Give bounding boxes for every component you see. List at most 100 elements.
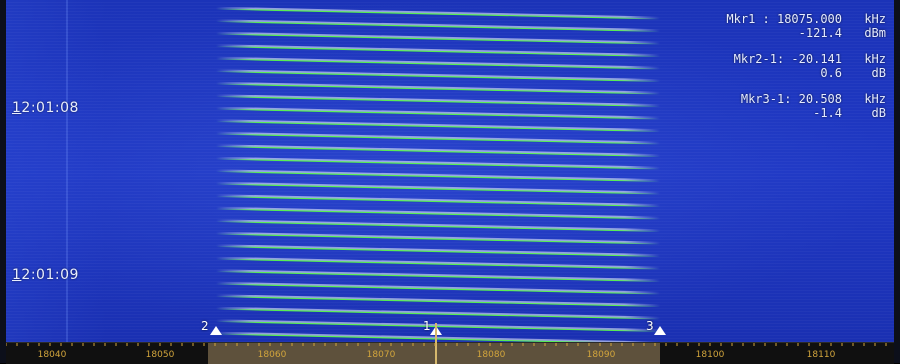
- time-label-1-rest: 2:01:08: [21, 100, 79, 116]
- signal-line-green: [215, 120, 661, 133]
- center-cursor-line[interactable]: [435, 323, 437, 364]
- time-label-1-prefix: 1: [12, 100, 22, 116]
- signal-line-glow: [214, 106, 662, 120]
- axis-ticks: [6, 343, 887, 346]
- signal-line-green: [215, 33, 661, 45]
- noise-band: [6, 0, 106, 342]
- signal-line-glow: [214, 131, 662, 145]
- signal-line-green: [215, 258, 661, 270]
- vertical-reference-line: [66, 0, 68, 342]
- mkr2-sub-value: 0.6: [820, 66, 842, 80]
- signal-line-green: [215, 220, 661, 233]
- signal-line-green: [215, 170, 661, 183]
- signal-line-glow: [214, 31, 662, 45]
- time-label-2: 12:01:09: [12, 267, 79, 283]
- tick-label-18070: 18070: [366, 350, 396, 360]
- signal-line-green: [215, 108, 661, 120]
- signal-line-glow: [214, 306, 662, 320]
- signal-line-green: [215, 133, 661, 145]
- signal-line-green: [215, 8, 661, 20]
- mkr1-sub-row: -121.4 dBm: [722, 26, 886, 40]
- signal-line-green: [215, 233, 661, 245]
- marker-1-label[interactable]: 1: [423, 319, 431, 333]
- mkr2-row: Mkr2-1: -20.141 kHz: [722, 52, 886, 66]
- marker-2-label[interactable]: 2: [201, 319, 209, 333]
- mkr3-sub-row: -1.4 dB: [722, 106, 886, 120]
- signal-line-glow: [214, 181, 662, 195]
- marker-3-triangle[interactable]: [654, 326, 666, 335]
- signal-line-green: [215, 83, 661, 95]
- signal-line-green: [215, 283, 661, 295]
- signal-line-green: [215, 58, 661, 70]
- tick-label-18060: 18060: [257, 350, 287, 360]
- time-label-1: 12:01:08: [12, 100, 79, 116]
- signal-line-glow: [214, 319, 662, 332]
- signal-line-glow: [214, 194, 662, 207]
- signal-line-green: [215, 45, 661, 58]
- signal-line-green: [215, 70, 661, 83]
- signal-line-glow: [214, 219, 662, 232]
- signal-line-glow: [214, 206, 662, 220]
- signal-line-glow: [214, 331, 661, 342]
- signal-line-green: [215, 158, 661, 170]
- signal-line-glow: [214, 231, 662, 245]
- mkr2-sub-row: 0.6 dB: [722, 66, 886, 80]
- tick-label-18050: 18050: [145, 350, 175, 360]
- signal-line-glow: [214, 19, 662, 32]
- signal-line-glow: [214, 256, 662, 270]
- signal-stripes: [214, 6, 662, 342]
- signal-line-glow: [214, 169, 662, 182]
- signal-line-glow: [214, 244, 662, 257]
- frequency-axis[interactable]: 18040 18050 18060 18070 18080 18090 1810…: [6, 323, 894, 364]
- signal-line-glow: [214, 294, 662, 307]
- noise-texture: [6, 0, 894, 342]
- marker-3-label[interactable]: 3: [646, 319, 654, 333]
- signal-line-green: [215, 270, 661, 283]
- signal-line-green: [215, 295, 661, 308]
- mkr3-unit: kHz: [864, 92, 886, 106]
- mkr3-sub-value: -1.4: [813, 106, 842, 120]
- time-label-2-prefix: 1: [12, 267, 22, 283]
- signal-line-green: [215, 195, 661, 208]
- signal-line-glow: [214, 6, 662, 20]
- signal-line-glow: [214, 156, 662, 170]
- tick-label-18110: 18110: [806, 350, 836, 360]
- signal-line-glow: [214, 56, 662, 70]
- signal-line-glow: [214, 94, 662, 107]
- signal-line-green: [215, 333, 598, 342]
- tick-label-18100: 18100: [695, 350, 725, 360]
- signal-line-glow: [214, 69, 662, 82]
- mkr1-unit: kHz: [864, 12, 886, 26]
- mkr1-row: Mkr1 : 18075.000 kHz: [722, 12, 886, 26]
- marker-span-band: [208, 343, 660, 364]
- signal-line-green: [215, 308, 661, 320]
- signal-lines: [214, 6, 662, 342]
- mkr3-sub-unit: dB: [871, 106, 886, 120]
- signal-line-green: [215, 95, 661, 108]
- tick-marks: [6, 343, 887, 346]
- signal-line-glow: [214, 281, 662, 295]
- marker-2-triangle[interactable]: [210, 326, 222, 335]
- mkr1-sub-value: -121.4: [798, 26, 842, 40]
- signal-line-green: [215, 183, 661, 195]
- mkr3-label: Mkr3-1: 20.508: [740, 92, 842, 106]
- signal-line-green: [215, 208, 661, 220]
- signal-line-glow: [214, 119, 662, 132]
- tick-label-18090: 18090: [586, 350, 616, 360]
- signal-line-glow: [214, 81, 662, 95]
- tick-label-18080: 18080: [476, 350, 506, 360]
- mkr1-sub-unit: dBm: [864, 26, 886, 40]
- signal-line-glow: [214, 269, 662, 282]
- waterfall-display[interactable]: 12:01:08 12:01:09 Mkr1 : 18075.000 kHz -…: [6, 0, 894, 342]
- mkr2-sub-unit: dB: [871, 66, 886, 80]
- mkr2-label: Mkr2-1: -20.141: [733, 52, 842, 66]
- signal-line-green: [215, 145, 661, 158]
- signal-line-glow: [214, 44, 662, 57]
- time-label-2-rest: 2:01:09: [21, 267, 79, 283]
- signal-line-green: [215, 245, 661, 258]
- tick-label-18040: 18040: [37, 350, 67, 360]
- marker-readout-panel: Mkr1 : 18075.000 kHz -121.4 dBm Mkr2-1: …: [722, 12, 886, 120]
- signal-line-green: [215, 20, 661, 33]
- mkr3-row: Mkr3-1: 20.508 kHz: [722, 92, 886, 106]
